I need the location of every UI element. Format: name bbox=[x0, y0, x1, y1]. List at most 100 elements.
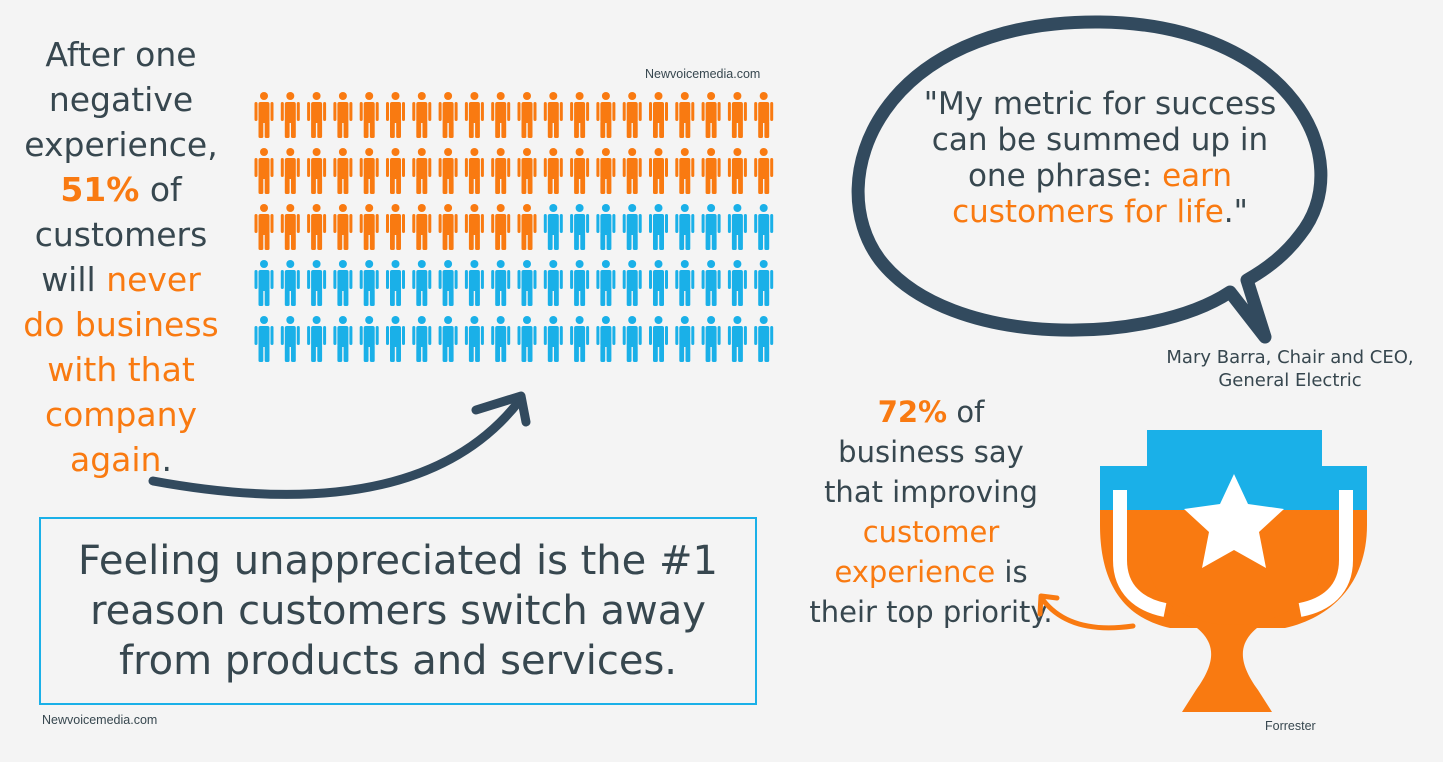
person-icon bbox=[754, 204, 774, 250]
person-icon bbox=[464, 260, 484, 306]
person-icon bbox=[754, 148, 774, 194]
left-stat-line1: After one bbox=[45, 35, 197, 74]
person-icon bbox=[254, 316, 274, 362]
person-icon bbox=[386, 92, 405, 138]
person-icon bbox=[701, 92, 721, 138]
person-icon bbox=[491, 148, 511, 194]
person-icon bbox=[464, 204, 484, 250]
person-icon bbox=[280, 204, 300, 250]
right-stat-of: of bbox=[947, 395, 985, 429]
right-stat-percent-line: 72% of bbox=[806, 392, 1056, 432]
person-icon bbox=[254, 92, 274, 138]
right-stat-is: is bbox=[995, 555, 1028, 589]
person-icon bbox=[438, 92, 458, 138]
person-icon bbox=[675, 260, 695, 306]
right-curved-arrow bbox=[1040, 597, 1136, 631]
person-icon bbox=[412, 148, 432, 194]
left-stat-never: never bbox=[106, 260, 201, 299]
person-icon bbox=[464, 148, 484, 194]
person-icon bbox=[701, 316, 721, 362]
person-icon bbox=[570, 260, 590, 306]
person-icon bbox=[622, 316, 642, 362]
right-stat-highlight: customer experience bbox=[834, 515, 1000, 589]
person-icon bbox=[517, 204, 537, 250]
person-icon bbox=[307, 92, 327, 138]
person-icon bbox=[412, 260, 432, 306]
person-icon bbox=[570, 148, 590, 194]
feeling-source: Newvoicemedia.com bbox=[42, 713, 158, 727]
left-stat-will: will bbox=[41, 260, 107, 299]
right-stat-text1: business say that improving bbox=[824, 435, 1038, 509]
left-stat-line2: negative bbox=[48, 80, 194, 119]
person-icon bbox=[464, 316, 484, 362]
person-icon bbox=[701, 148, 721, 194]
person-icon bbox=[333, 260, 353, 306]
left-stat-customers: customers bbox=[34, 215, 208, 254]
right-stat-percent: 72% bbox=[877, 395, 948, 429]
person-icon bbox=[543, 92, 563, 138]
person-icon bbox=[307, 148, 327, 194]
person-icon bbox=[543, 148, 563, 194]
person-icon bbox=[386, 204, 405, 250]
person-icon bbox=[359, 260, 379, 306]
person-icon bbox=[280, 316, 300, 362]
person-icon bbox=[412, 92, 432, 138]
person-icon bbox=[359, 316, 379, 362]
left-stat-again-line: again. bbox=[8, 437, 234, 482]
person-icon bbox=[622, 148, 642, 194]
left-stat-percent-line: 51% of bbox=[8, 167, 234, 212]
right-stat-text2: their top priority. bbox=[809, 595, 1053, 629]
quote-text: "My metric for success can be summed up … bbox=[900, 86, 1300, 230]
person-icon bbox=[701, 260, 721, 306]
person-icon bbox=[280, 260, 300, 306]
person-icon bbox=[649, 92, 668, 138]
person-icon bbox=[596, 316, 616, 362]
person-icon bbox=[333, 92, 353, 138]
person-icon bbox=[622, 92, 642, 138]
left-stat-with-that: with that bbox=[47, 350, 195, 389]
person-icon bbox=[570, 316, 590, 362]
person-icon bbox=[412, 316, 432, 362]
person-icon bbox=[517, 260, 537, 306]
person-icon bbox=[570, 204, 590, 250]
person-icon bbox=[359, 148, 379, 194]
person-icon bbox=[359, 204, 379, 250]
person-icon bbox=[727, 204, 747, 250]
person-icon bbox=[491, 260, 511, 306]
person-icon bbox=[701, 204, 721, 250]
quote-highlight: earn customers for life bbox=[952, 158, 1233, 230]
person-icon bbox=[307, 260, 327, 306]
person-icon bbox=[307, 316, 327, 362]
person-icon bbox=[754, 316, 774, 362]
person-icon bbox=[517, 92, 537, 138]
left-stat-of: of bbox=[139, 170, 182, 209]
person-icon bbox=[727, 148, 747, 194]
person-icon bbox=[727, 92, 747, 138]
person-icon bbox=[622, 204, 642, 250]
person-icon bbox=[491, 92, 511, 138]
person-icon bbox=[386, 316, 405, 362]
person-icon bbox=[517, 316, 537, 362]
person-icon bbox=[438, 260, 458, 306]
person-icon bbox=[386, 260, 405, 306]
left-stat-percent: 51% bbox=[60, 170, 140, 209]
quote-end: ." bbox=[1223, 194, 1248, 230]
quote-main: "My metric for success can be summed up … bbox=[923, 86, 1277, 194]
person-icon bbox=[675, 204, 695, 250]
left-stat-again: again bbox=[70, 440, 162, 479]
left-stat-do-business: do business bbox=[23, 305, 219, 344]
person-icon bbox=[491, 316, 511, 362]
person-icon bbox=[596, 204, 616, 250]
person-icon bbox=[649, 260, 668, 306]
person-icon bbox=[675, 92, 695, 138]
person-icon bbox=[438, 316, 458, 362]
person-icon bbox=[412, 204, 432, 250]
person-icon bbox=[649, 204, 668, 250]
right-stat-text: 72% of business say that improving custo… bbox=[806, 392, 1056, 632]
person-icon bbox=[333, 316, 353, 362]
person-icon bbox=[307, 204, 327, 250]
left-stat-line3: experience, bbox=[24, 125, 218, 164]
people-source: Newvoicemedia.com bbox=[645, 67, 761, 81]
left-stat-period: . bbox=[161, 440, 172, 479]
person-icon bbox=[333, 204, 353, 250]
